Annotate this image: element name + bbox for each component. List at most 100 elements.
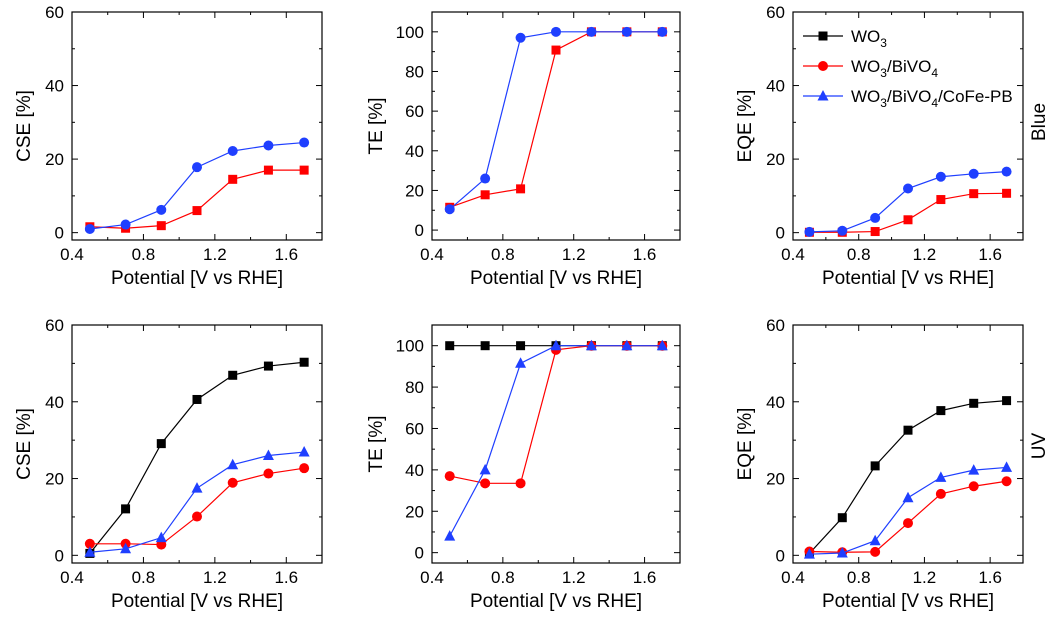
x-tick-label: 1.6 xyxy=(978,568,1002,587)
data-point xyxy=(657,26,668,37)
plot-frame xyxy=(71,324,323,564)
data-point xyxy=(480,173,491,184)
data-point xyxy=(120,542,132,554)
data-point xyxy=(804,226,815,237)
y-axis-label: CSE [%] xyxy=(14,90,35,162)
data-point xyxy=(228,174,238,184)
data-point xyxy=(298,446,310,457)
data-point xyxy=(299,137,310,148)
x-axis-label: Potential [V vs RHE] xyxy=(111,268,283,289)
data-point xyxy=(262,449,274,461)
panel-0-0: 0.4 0.8 1.2 1.6 0 20 40 60 Potential [V vs RHE] C… xyxy=(14,3,323,289)
x-tick-label: 1.6 xyxy=(978,245,1002,264)
data-point xyxy=(155,531,167,543)
data-point xyxy=(551,45,561,55)
data-point xyxy=(870,227,880,237)
panel-1-1: 0.4 0.8 1.2 1.6 0 20 40 60 80 100 Potential [V vs … xyxy=(366,324,681,612)
data-point xyxy=(870,212,881,223)
data-point xyxy=(837,513,847,523)
x-tick-label: 0.8 xyxy=(847,245,871,264)
y-tick-label: 100 xyxy=(396,23,424,42)
data-point xyxy=(903,183,913,194)
data-point xyxy=(84,546,96,557)
series-line xyxy=(89,169,305,229)
data-point xyxy=(870,546,881,557)
y-tick-label: 20 xyxy=(766,150,785,169)
data-point xyxy=(935,488,946,499)
data-point xyxy=(621,26,632,37)
plot-frame xyxy=(792,11,1024,241)
data-point xyxy=(837,225,848,236)
y-tick-label: 20 xyxy=(45,470,64,489)
data-point xyxy=(479,463,491,475)
data-point xyxy=(299,165,309,175)
y-axis-label: TE [%] xyxy=(366,415,387,472)
y-tick-label: 60 xyxy=(766,316,785,335)
data-point xyxy=(515,357,527,368)
data-point xyxy=(156,439,166,449)
series-line xyxy=(449,31,663,210)
y-tick-label: 100 xyxy=(396,337,424,356)
x-tick-label: 0.4 xyxy=(420,245,444,264)
x-tick-label: 0.4 xyxy=(60,245,84,264)
x-tick-label: 0.8 xyxy=(491,568,515,587)
x-axis-label: Potential [V vs RHE] xyxy=(822,268,994,289)
data-point xyxy=(156,204,167,215)
data-point xyxy=(903,518,913,529)
x-tick-label: 0.8 xyxy=(847,568,871,587)
data-point xyxy=(1001,476,1012,487)
x-axis-label: Potential [V vs RHE] xyxy=(470,591,642,612)
x-tick-label: 1.2 xyxy=(913,245,937,264)
data-point xyxy=(1002,396,1012,406)
x-tick-label: 1.2 xyxy=(203,245,227,264)
y-tick-label: 80 xyxy=(405,378,424,397)
data-point xyxy=(444,471,455,482)
data-point xyxy=(936,406,946,416)
data-point xyxy=(515,32,526,43)
data-point xyxy=(656,339,668,351)
y-tick-label: 0 xyxy=(415,544,424,563)
y-tick-label: 80 xyxy=(405,62,424,81)
y-tick-label: 0 xyxy=(55,224,64,243)
y-tick-label: 0 xyxy=(776,224,785,243)
data-point xyxy=(263,361,273,371)
legend-marker xyxy=(818,61,828,71)
data-point xyxy=(1001,461,1013,472)
data-point xyxy=(84,538,95,549)
data-point xyxy=(550,339,562,351)
legend-marker xyxy=(818,31,828,41)
y-tick-label: 60 xyxy=(45,316,64,335)
y-tick-label: 20 xyxy=(45,150,64,169)
series-line xyxy=(89,451,305,553)
data-point xyxy=(227,477,238,488)
y-tick-label: 40 xyxy=(45,393,64,412)
y-tick-label: 40 xyxy=(766,77,785,96)
data-point xyxy=(1001,166,1012,177)
data-point xyxy=(516,341,526,351)
y-axis-label: EQE [%] xyxy=(735,408,756,481)
data-point xyxy=(192,162,202,173)
series-line xyxy=(449,345,663,537)
x-tick-label: 0.8 xyxy=(132,568,156,587)
series-line xyxy=(89,141,305,230)
legend-entry: WO3/BiVO4 xyxy=(851,57,938,80)
data-point xyxy=(121,504,131,514)
y-tick-label: 60 xyxy=(766,3,785,22)
data-point xyxy=(968,481,979,492)
data-point xyxy=(902,491,914,503)
x-axis-label: Potential [V vs RHE] xyxy=(111,591,283,612)
legend-entry: WO3/BiVO4/CoFe-PB xyxy=(851,87,1013,110)
data-point xyxy=(969,189,979,199)
x-tick-label: 1.6 xyxy=(633,568,657,587)
data-point xyxy=(935,471,947,482)
data-point xyxy=(263,165,273,175)
y-tick-label: 0 xyxy=(415,221,424,240)
data-point xyxy=(515,478,526,489)
data-point xyxy=(192,206,202,216)
data-point xyxy=(444,204,455,215)
x-tick-label: 0.4 xyxy=(781,245,805,264)
x-tick-label: 1.6 xyxy=(274,568,298,587)
x-axis-label: Potential [V vs RHE] xyxy=(470,268,642,289)
y-tick-label: 40 xyxy=(405,142,424,161)
data-point xyxy=(803,548,815,559)
